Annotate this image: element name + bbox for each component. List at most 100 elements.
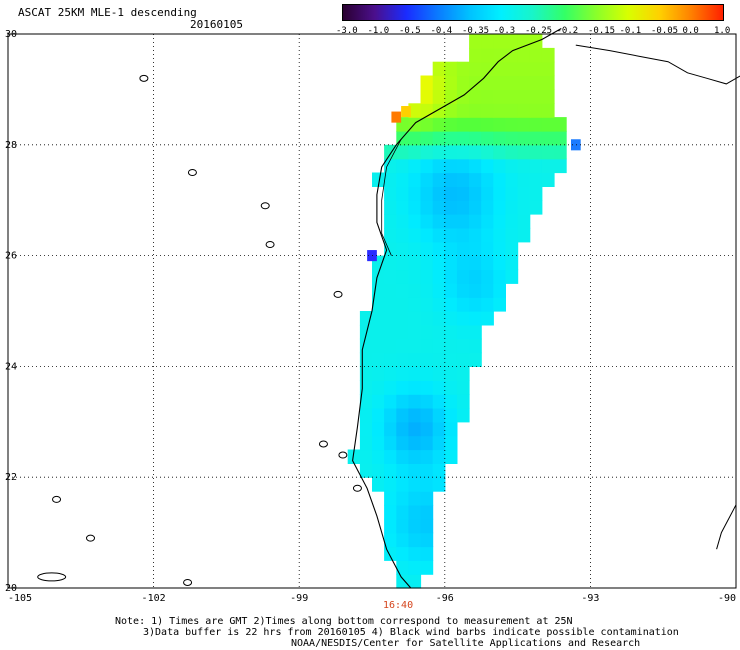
swath-cell (432, 117, 446, 132)
swath-cell (420, 117, 434, 132)
map-date: 20160105 (190, 18, 243, 31)
swath-cell (529, 103, 543, 118)
colorbar-tick-label: -0.5 (399, 26, 421, 36)
swath-cell (372, 421, 385, 437)
colorbar-gradient (343, 5, 723, 20)
swath-cell (396, 394, 409, 409)
swath-cell (444, 131, 458, 146)
swath-cell (372, 352, 385, 367)
swath-cell (420, 324, 434, 340)
swath-cell (444, 338, 458, 354)
swath-cell (420, 89, 434, 104)
swath-cell (420, 338, 434, 354)
swath-cell (481, 214, 494, 229)
swath-cell (396, 380, 409, 395)
swath-cell (529, 117, 543, 132)
swath-cell (456, 103, 470, 118)
swath-cell (469, 61, 482, 77)
swath-cell (469, 269, 482, 284)
swath-cell (505, 89, 519, 104)
cold-cell (570, 139, 581, 151)
swath-cell (444, 158, 458, 174)
swath-cell (384, 158, 397, 174)
swath-cell (469, 255, 482, 271)
longitude-tick-label: -105 (8, 593, 32, 604)
swath-cell (505, 117, 519, 132)
swath-cell (359, 421, 373, 437)
swath-cell (372, 172, 385, 187)
swath-cell (384, 186, 397, 201)
swath-cell (444, 255, 458, 271)
swath-cell (481, 255, 494, 271)
swath-cell (517, 158, 531, 174)
swath-cell (469, 227, 482, 243)
swath-cell (432, 158, 446, 174)
swath-cell (384, 407, 397, 423)
swath-cell (396, 352, 409, 367)
swath-cell (384, 255, 397, 271)
colorbar-tick-label: -0.25 (525, 26, 553, 36)
lake-outline (352, 484, 362, 492)
swath-cell (469, 117, 482, 132)
swath-cell (359, 463, 373, 478)
colorbar-tick-label: 1.0 (714, 26, 731, 36)
swath-cell (529, 172, 543, 187)
swath-cell (396, 324, 409, 340)
swath-cell (493, 75, 506, 90)
longitude-tick-label: -99 (290, 593, 308, 604)
swath-cell (444, 297, 458, 312)
swath-cell (469, 158, 482, 174)
swath-cell (456, 186, 470, 201)
swath-cell (517, 47, 531, 63)
swath-cell (432, 435, 446, 451)
swath-cell (517, 61, 531, 77)
swath-cell (456, 283, 470, 298)
lake-outline (52, 495, 62, 503)
swath-cell (396, 269, 409, 284)
swath-cell (432, 477, 446, 492)
swath-cell (384, 449, 397, 464)
swath-time-label: 16:40 (383, 600, 414, 611)
swath-cell (541, 103, 555, 118)
swath-cell (420, 352, 434, 367)
swath-cell (408, 338, 422, 354)
colorbar-tick-label: -0.4 (430, 26, 453, 36)
swath-cell (384, 518, 397, 534)
swath-cell (529, 144, 543, 160)
swath-cell (456, 394, 470, 409)
swath-cell (372, 366, 385, 381)
swath-cell (456, 75, 470, 90)
swath-cell (541, 172, 555, 187)
swath-cell (481, 34, 494, 49)
swath-cell (481, 75, 494, 90)
swath-cell (420, 560, 434, 575)
latitude-tick-label: 20 (5, 583, 17, 594)
swath-cell (493, 103, 506, 118)
swath-cell (432, 352, 446, 367)
footer-notes: Note: 1) Times are GMT 2)Times along bot… (115, 616, 679, 649)
swath-cell (384, 172, 397, 187)
swath-cell (420, 297, 434, 312)
swath-cell (420, 477, 434, 492)
swath-cell (444, 394, 458, 409)
longitude-tick-label: -96 (436, 593, 454, 604)
swath-cell (396, 214, 409, 229)
swath-cell (469, 144, 482, 160)
swath-cell (396, 144, 409, 160)
swath-cell (396, 227, 409, 243)
swath-cell (444, 407, 458, 423)
swath-cell (420, 449, 434, 464)
swath-cell (493, 144, 506, 160)
lake-outline (183, 578, 193, 586)
swath-cell (481, 200, 494, 215)
swath-cell (420, 380, 434, 395)
swath-cell (420, 186, 434, 201)
swath-cell (372, 477, 385, 492)
colorbar-tick-label: -0.1 (619, 26, 642, 36)
swath-cell (481, 131, 494, 146)
swath-cell (505, 186, 519, 201)
swath-cell (541, 131, 555, 146)
swath-cell (396, 200, 409, 215)
swath-cell (384, 269, 397, 284)
